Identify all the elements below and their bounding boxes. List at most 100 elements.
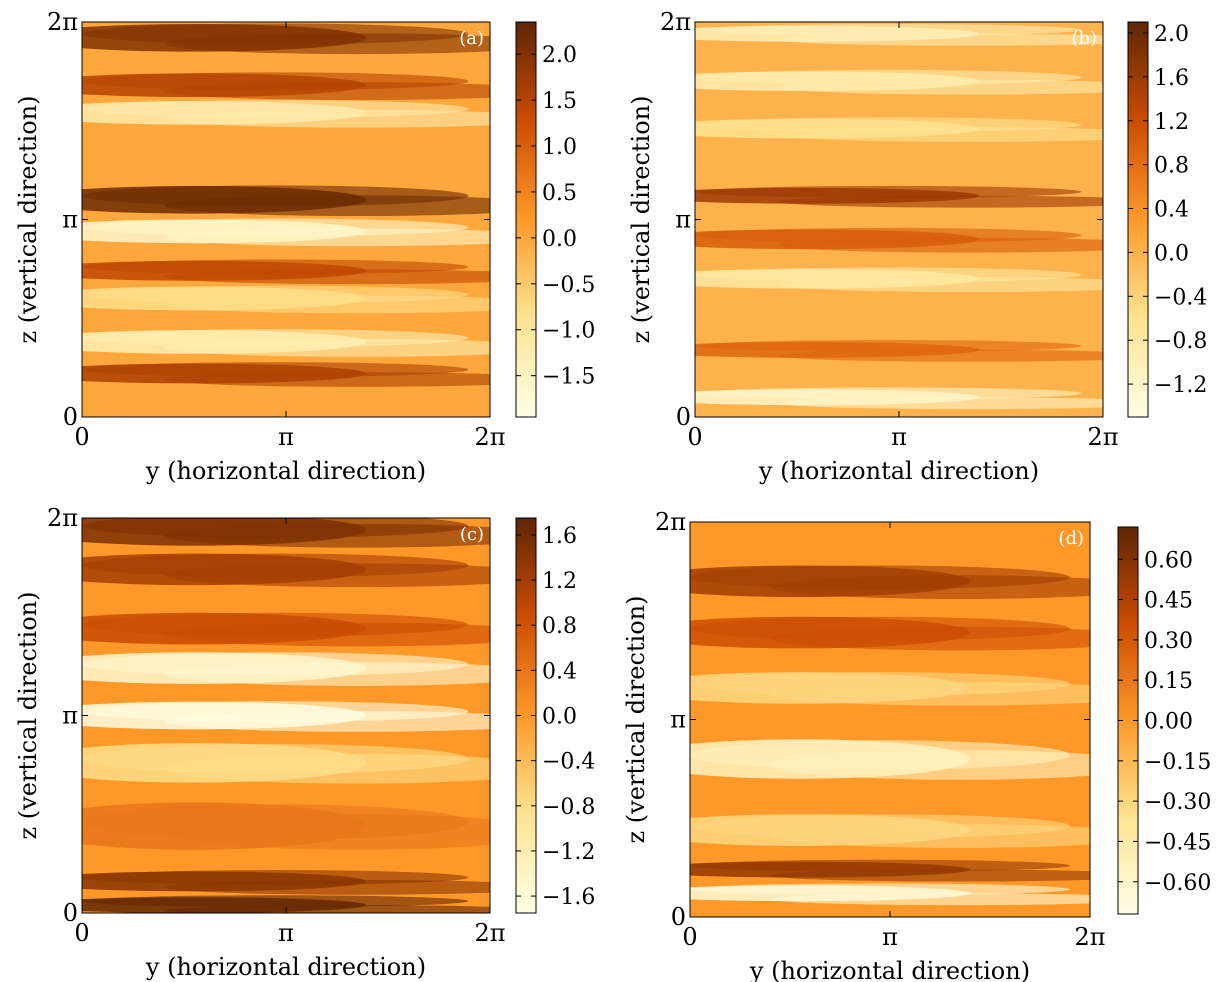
heatmap-band [777, 349, 1103, 362]
colorbar [515, 21, 537, 418]
heatmap-band [83, 362, 469, 378]
heatmap-band [696, 387, 1082, 400]
heatmap-field [695, 22, 1103, 417]
x-tick-label: 2π [1087, 423, 1118, 451]
colorbar-tick-label: 1.5 [542, 89, 577, 114]
colorbar-tick-label: 0.45 [1144, 589, 1193, 614]
colorbar-tick-label: 1.0 [542, 135, 577, 160]
heatmap-band [164, 905, 490, 913]
heatmap-band [690, 814, 1070, 839]
panel-label: (c) [460, 524, 484, 545]
x-tick-label: 0 [74, 919, 89, 947]
panel-0: 0 π 2π 0 π 2π y (horizontal direction) z (verti… [14, 8, 595, 485]
colorbar-tick-label: 0.8 [542, 614, 577, 639]
y-tick-label: 0 [63, 403, 78, 431]
x-tick-label: 0 [687, 423, 702, 451]
x-axis-label: y (horizontal direction) [145, 953, 426, 981]
heatmap-band [83, 804, 469, 840]
y-axis-label: z (vertical direction) [14, 96, 42, 344]
panel-label: (a) [459, 28, 484, 49]
x-tick-label: π [891, 423, 907, 451]
x-tick-label: 2π [1074, 923, 1105, 951]
colorbar-tick-label: 0.60 [1144, 548, 1193, 573]
colorbar-tick-label: −0.15 [1144, 750, 1211, 775]
colorbar-tick-label: −0.8 [542, 795, 595, 820]
colorbar-tick-label: −0.30 [1144, 790, 1211, 815]
y-tick-label: 0 [676, 403, 691, 431]
panel-label: (d) [1058, 528, 1084, 549]
x-tick-label: π [882, 923, 898, 951]
x-tick-label: 0 [74, 423, 89, 451]
panel-1: 0 π 2π 0 π 2π y (horizontal direction) z (verti… [627, 8, 1207, 485]
colorbar-tick-label: −0.8 [1154, 329, 1207, 354]
colorbar-tick-label: −0.5 [542, 273, 595, 298]
colorbar-tick-label: 0.0 [1154, 241, 1189, 266]
y-tick-label: 2π [47, 504, 78, 532]
heatmap-band [696, 227, 1082, 243]
heatmap-band [83, 218, 469, 237]
heatmap-band [83, 652, 469, 677]
heatmap-band [696, 69, 1082, 85]
heatmap-band [83, 870, 469, 885]
colorbar-tick-label: 0.30 [1144, 629, 1193, 654]
heatmap-band [83, 72, 469, 91]
colorbar-tick-label: 2.0 [542, 43, 577, 68]
heatmap-band [696, 267, 1082, 283]
colorbar-tick-label: −0.4 [1154, 285, 1207, 310]
heatmap-band [83, 285, 469, 304]
colorbar-tick-label: 0.00 [1144, 710, 1193, 735]
colorbar-tick-label: 1.2 [1154, 110, 1189, 135]
heatmap-band [696, 117, 1082, 133]
colorbar-tick-label: 1.6 [542, 524, 577, 549]
heatmap-field [82, 518, 490, 913]
heatmap-band [83, 23, 469, 45]
heatmap-band [770, 869, 1090, 882]
heatmap-band [690, 883, 1070, 896]
heatmap-band [777, 33, 1103, 46]
colorbar-tick-label: 0.8 [1154, 154, 1189, 179]
colorbar-tick-label: 0.5 [542, 181, 577, 206]
colorbar [1127, 21, 1149, 418]
y-tick-label: π [62, 702, 78, 730]
heatmap-band [696, 23, 1082, 36]
colorbar-tick-label: 0.4 [542, 659, 577, 684]
x-axis-label: y (horizontal direction) [749, 957, 1030, 982]
heatmap-field [690, 522, 1090, 917]
colorbar-tick-label: −1.0 [542, 319, 595, 344]
y-tick-label: 0 [63, 899, 78, 927]
y-tick-label: π [675, 206, 691, 234]
heatmap-band [83, 259, 469, 275]
colorbar-tick-label: −1.2 [542, 840, 595, 865]
x-tick-label: π [278, 919, 294, 947]
x-tick-label: 2π [474, 919, 505, 947]
heatmap-band [770, 893, 1090, 906]
panel-label: (b) [1071, 28, 1097, 49]
y-axis-label: z (vertical direction) [622, 596, 650, 844]
y-tick-label: 2π [655, 508, 686, 536]
panel-3: 0 π 2π 0 π 2π y (horizontal direction) z (verti… [622, 508, 1211, 982]
y-axis-label: z (vertical direction) [14, 592, 42, 840]
colorbar-tick-label: −1.2 [1154, 373, 1207, 398]
colorbar-tick-label: 0.4 [1154, 198, 1189, 223]
y-tick-label: 2π [660, 8, 691, 36]
colorbar-tick-label: 1.2 [542, 569, 577, 594]
colorbar-tick-label: −1.6 [542, 885, 595, 910]
colorbar-tick-label: 2.0 [1154, 22, 1189, 47]
x-axis-label: y (horizontal direction) [145, 457, 426, 485]
heatmap-band [696, 185, 1082, 198]
colorbar-tick-label: 0.0 [542, 227, 577, 252]
y-tick-label: π [62, 206, 78, 234]
y-tick-label: 0 [671, 903, 686, 931]
colorbar-tick-label: 0.0 [542, 705, 577, 730]
heatmap-band [83, 329, 469, 347]
y-tick-label: 2π [47, 8, 78, 36]
heatmap-band [690, 740, 1070, 770]
colorbar-tick-label: −0.45 [1144, 830, 1211, 855]
colorbar-tick-label: −0.4 [542, 750, 595, 775]
colorbar-tick-label: 0.15 [1144, 669, 1193, 694]
colorbar-tick-label: −0.60 [1144, 871, 1211, 896]
heatmap-band [690, 565, 1070, 590]
x-axis-label: y (horizontal direction) [758, 457, 1039, 485]
heatmap-band [690, 859, 1070, 872]
heatmap-band [83, 553, 469, 578]
